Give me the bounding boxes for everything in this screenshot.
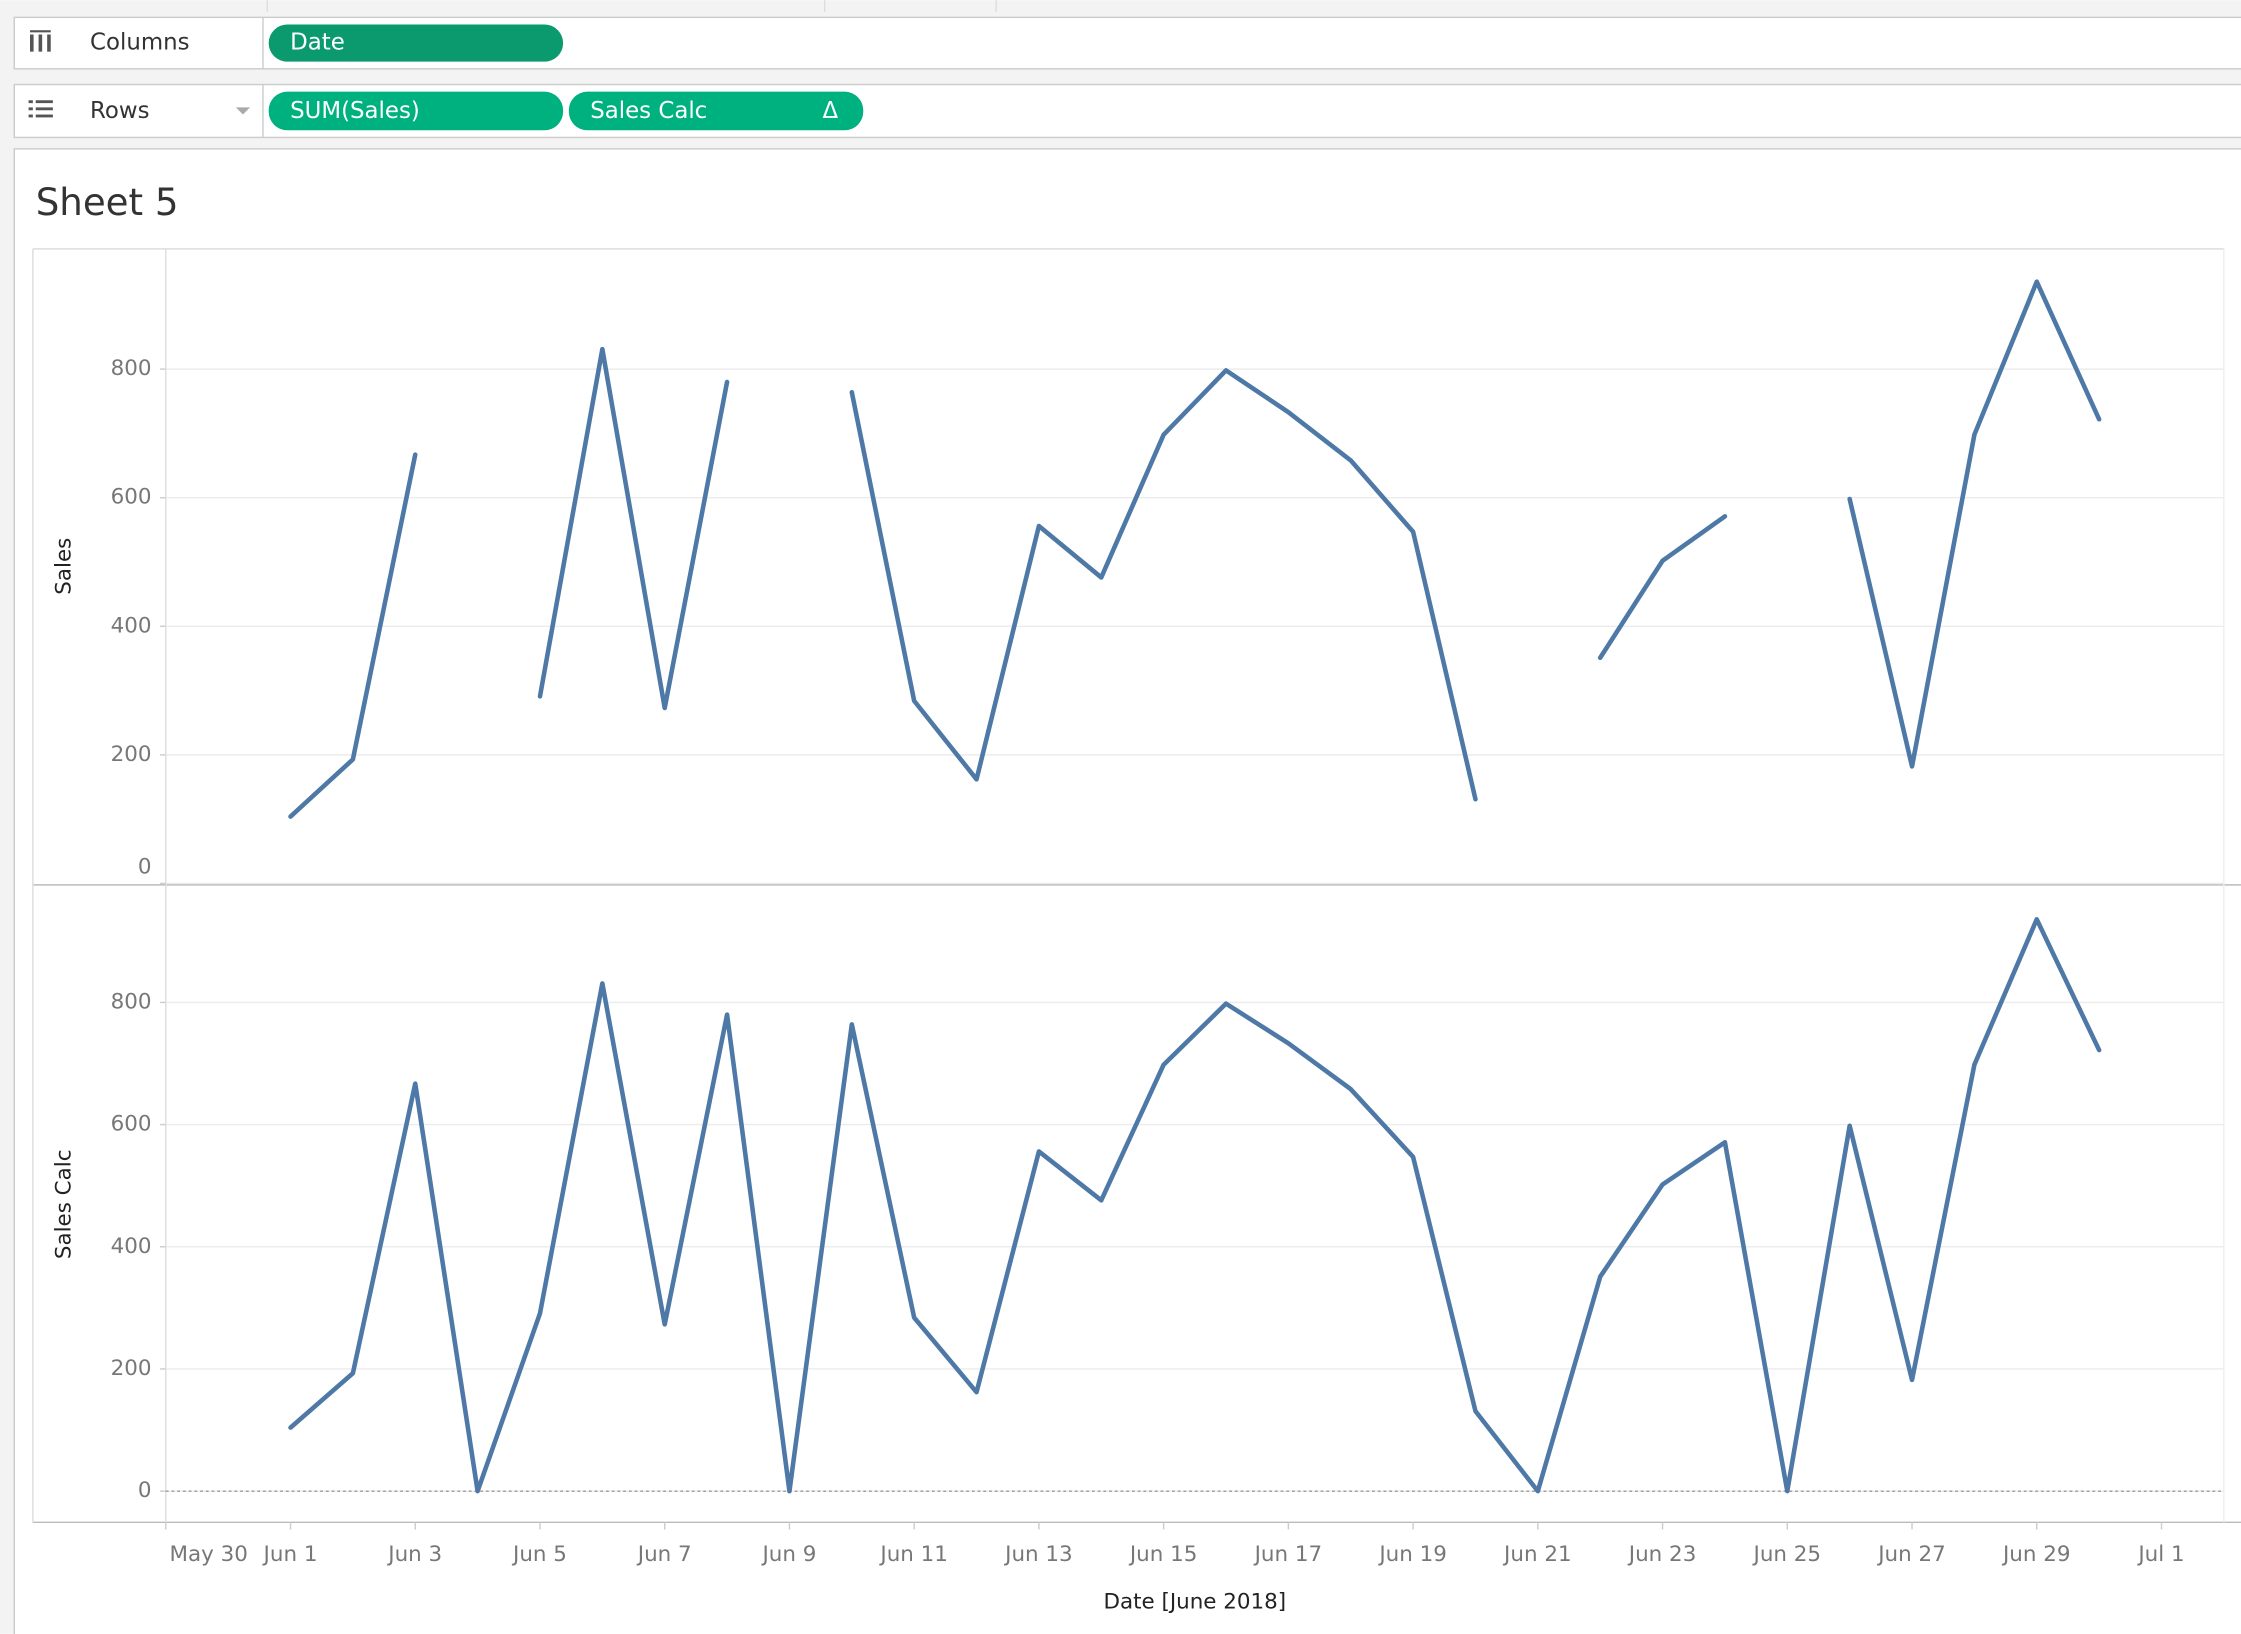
x-tick-label: Jul 1 xyxy=(2136,1542,2184,1567)
y-tick-label: 0 xyxy=(138,855,152,880)
y-axis-title: Sales xyxy=(51,538,76,595)
shelf-label: Columns xyxy=(90,30,189,56)
x-tick-label: Jun 5 xyxy=(511,1542,567,1567)
x-tick-label: Jun 11 xyxy=(878,1542,948,1567)
x-tick-label: Jun 1 xyxy=(262,1542,318,1567)
pill-label[interactable]: Sales Calc xyxy=(590,98,707,124)
series-line xyxy=(288,279,2102,819)
x-tick-label: Jun 13 xyxy=(1003,1542,1073,1567)
y-tick-label: 800 xyxy=(111,989,152,1014)
x-tick-label: Jun 21 xyxy=(1502,1542,1572,1567)
rows-icon xyxy=(28,100,53,118)
y-tick-label: 200 xyxy=(111,1356,152,1381)
pill-label[interactable]: SUM(Sales) xyxy=(290,98,420,124)
pill[interactable] xyxy=(568,91,864,131)
pill[interactable] xyxy=(268,91,564,131)
pill-label[interactable]: Date xyxy=(290,30,345,56)
series-line xyxy=(288,917,2102,1494)
x-tick-label: Jun 29 xyxy=(2001,1542,2071,1567)
x-axis-title: Date [June 2018] xyxy=(1103,1589,1286,1614)
pill[interactable] xyxy=(268,24,564,62)
x-tick-label: Jun 27 xyxy=(1876,1542,1946,1567)
y-tick-label: 800 xyxy=(111,356,152,381)
y-tick-label: 400 xyxy=(111,613,152,638)
y-tick-label: 600 xyxy=(111,485,152,510)
x-tick-label: Jun 19 xyxy=(1377,1542,1447,1567)
x-tick-label: Jun 25 xyxy=(1752,1542,1822,1567)
shelf-label: Rows xyxy=(90,98,149,124)
y-tick-label: 400 xyxy=(111,1234,152,1259)
columns-icon xyxy=(30,30,51,52)
y-tick-label: 0 xyxy=(138,1478,152,1503)
x-tick-label: May 30 xyxy=(169,1542,247,1567)
x-tick-label: Jun 7 xyxy=(636,1542,692,1567)
x-tick-label: Jun 23 xyxy=(1627,1542,1697,1567)
x-tick-label: Jun 17 xyxy=(1253,1542,1323,1567)
sheet-title: Sheet 5 xyxy=(36,181,179,224)
sheet xyxy=(13,148,2241,1634)
x-tick-label: Jun 9 xyxy=(760,1542,816,1567)
y-axis-title: Sales Calc xyxy=(51,1149,76,1259)
x-tick-label: Jun 3 xyxy=(386,1542,442,1567)
x-tick-label: Jun 15 xyxy=(1128,1542,1198,1567)
pill-icon[interactable]: Δ xyxy=(823,98,839,124)
y-tick-label: 200 xyxy=(111,742,152,767)
y-tick-label: 600 xyxy=(111,1112,152,1137)
dropdown-arrow[interactable] xyxy=(235,107,251,115)
